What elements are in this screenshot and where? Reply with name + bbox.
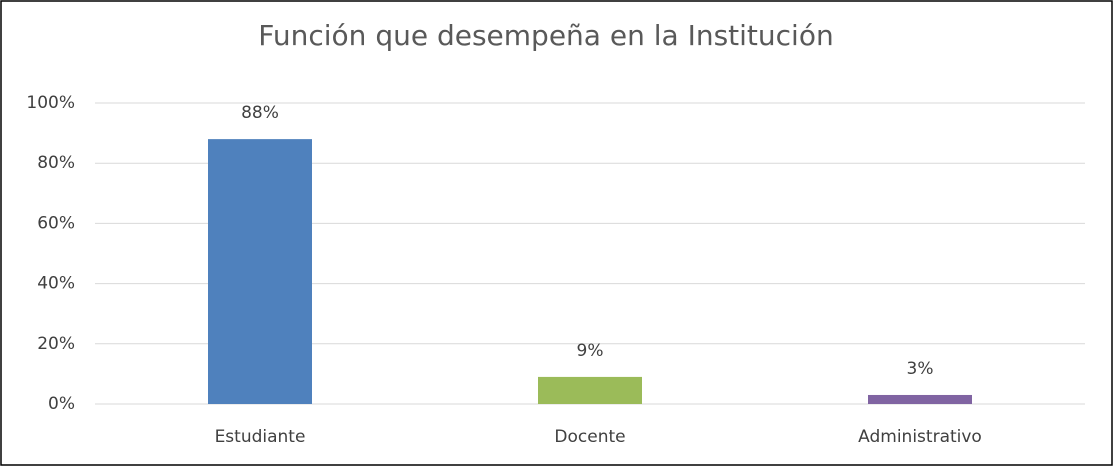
y-tick-label: 20% (37, 334, 75, 354)
y-tick-label: 40% (37, 274, 75, 294)
y-tick-label: 0% (48, 394, 75, 414)
y-tick-label: 100% (26, 93, 75, 113)
bar (538, 376, 642, 404)
data-label: 9% (577, 341, 604, 361)
y-tick-label: 60% (37, 213, 75, 233)
y-tick-label: 80% (37, 153, 75, 173)
chart-title: Función que desempeña en la Institución (258, 19, 833, 52)
x-tick-label: Administrativo (858, 427, 982, 447)
x-tick-label: Docente (554, 427, 625, 447)
data-label: 3% (907, 359, 934, 379)
bar (208, 139, 312, 404)
x-tick-label: Estudiante (215, 427, 306, 447)
data-label: 88% (241, 103, 279, 123)
bar (868, 394, 972, 404)
